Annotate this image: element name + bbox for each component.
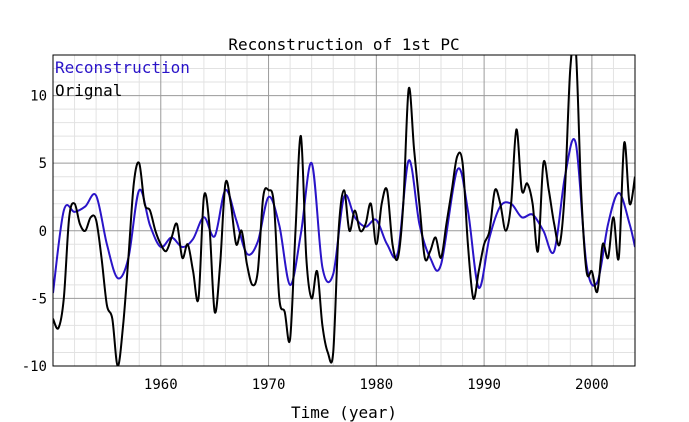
plot-area bbox=[53, 55, 635, 366]
x-tick-label: 1970 bbox=[252, 377, 286, 393]
x-tick-label: 2000 bbox=[575, 377, 609, 393]
x-tick-label: 1990 bbox=[467, 377, 501, 393]
series-line-orignal bbox=[53, 55, 635, 366]
x-axis-ticks: 1960 1970 1980 1990 2000 bbox=[144, 377, 609, 393]
legend-entry-reconstruction: Reconstruction bbox=[55, 58, 190, 77]
x-axis-label: Time (year) bbox=[291, 403, 397, 422]
x-tick-label: 1960 bbox=[144, 377, 178, 393]
chart-title: Reconstruction of 1st PC bbox=[228, 35, 459, 54]
y-tick-label: -10 bbox=[22, 359, 47, 375]
y-tick-label: 0 bbox=[39, 224, 47, 240]
plot-frame bbox=[52, 54, 636, 367]
y-tick-label: 10 bbox=[30, 89, 47, 105]
x-tick-label: 1980 bbox=[359, 377, 393, 393]
y-tick-label: -5 bbox=[30, 291, 47, 307]
y-axis-ticks: -10 -5 0 5 10 bbox=[22, 89, 47, 375]
legend-entry-orignal: Orignal bbox=[55, 81, 122, 100]
legend: Reconstruction Orignal bbox=[55, 58, 190, 100]
series-layer bbox=[53, 55, 635, 366]
y-tick-label: 5 bbox=[39, 156, 47, 172]
